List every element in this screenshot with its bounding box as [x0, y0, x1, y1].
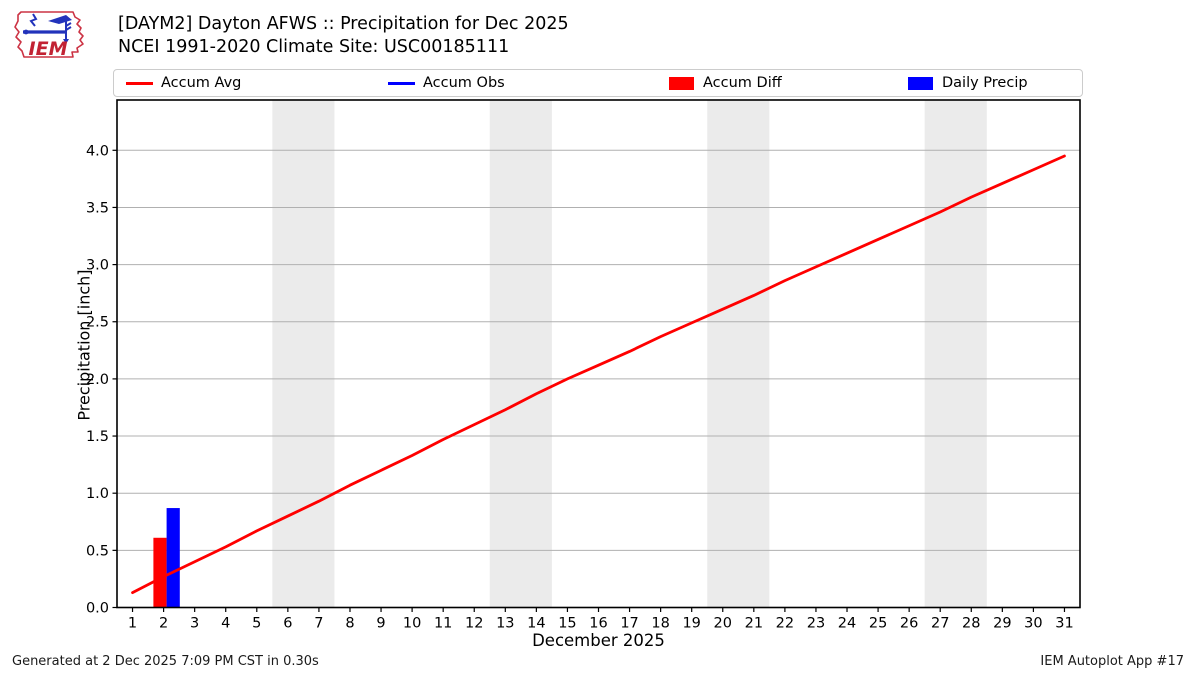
x-tick-label: 28 [962, 616, 980, 632]
weekend-band [272, 100, 335, 608]
x-tick-label: 30 [1024, 616, 1042, 632]
x-tick-label: 4 [221, 616, 230, 632]
daily-precip-bar [166, 508, 180, 608]
x-tick-label: 7 [314, 616, 323, 632]
y-tick-label: 0.5 [86, 543, 109, 559]
x-tick-label: 8 [345, 616, 354, 632]
x-tick-label: 17 [620, 616, 638, 632]
x-tick-label: 22 [776, 616, 794, 632]
x-axis-label: December 2025 [532, 631, 665, 650]
legend-label: Daily Precip [942, 75, 1028, 91]
weekend-band [489, 100, 552, 608]
x-tick-label: 25 [869, 616, 887, 632]
x-tick-label: 18 [651, 616, 669, 632]
iem-logo-text: IEM [29, 38, 68, 60]
legend-label: Accum Obs [423, 75, 505, 91]
x-tick-label: 12 [465, 616, 483, 632]
weekend-band [924, 100, 987, 608]
x-tick-label: 3 [190, 616, 199, 632]
x-tick-label: 29 [993, 616, 1011, 632]
legend-item-accum-avg: Accum Avg [126, 70, 241, 96]
app-credit: IEM Autoplot App #17 [1040, 654, 1184, 669]
legend-item-accum-obs: Accum Obs [388, 70, 505, 96]
title-block: [DAYM2] Dayton AFWS :: Precipitation for… [118, 13, 569, 59]
x-tick-label: 14 [527, 616, 545, 632]
page-subtitle: NCEI 1991-2020 Climate Site: USC00185111 [118, 37, 510, 57]
page-title: [DAYM2] Dayton AFWS :: Precipitation for… [118, 14, 569, 34]
legend-item-daily-precip: Daily Precip [908, 70, 1028, 96]
x-tick-label: 19 [682, 616, 700, 632]
x-tick-label: 26 [900, 616, 918, 632]
x-tick-label: 27 [931, 616, 949, 632]
y-tick-label: 0.0 [86, 601, 109, 617]
weather-vane-icon [23, 13, 72, 44]
accum-avg-line [131, 154, 1066, 595]
y-tick-label: 1.0 [86, 486, 109, 502]
iem-logo: IEM [14, 11, 84, 60]
x-tick-label: 24 [838, 616, 856, 632]
x-tick-label: 16 [589, 616, 607, 632]
x-tick-label: 2 [159, 616, 168, 632]
y-tick-label: 2.0 [86, 372, 109, 388]
x-tick-label: 20 [714, 616, 732, 632]
x-tick-label: 21 [745, 616, 763, 632]
accum-avg-line-swatch-icon [126, 81, 153, 85]
x-tick-label: 6 [283, 616, 292, 632]
x-tick-label: 15 [558, 616, 576, 632]
accum-diff-bar [153, 537, 167, 608]
generated-timestamp: Generated at 2 Dec 2025 7:09 PM CST in 0… [12, 654, 319, 669]
x-tick-label: 11 [434, 616, 452, 632]
legend: Accum Avg Accum Obs Accum Diff Daily Pre… [113, 69, 1083, 97]
x-tick-label: 1 [128, 616, 137, 632]
y-axis-label: Precipitation [inch] [74, 269, 94, 421]
x-tick-label: 5 [252, 616, 261, 632]
accum-diff-rect-swatch-icon [669, 76, 694, 90]
x-tick-label: 23 [807, 616, 825, 632]
legend-label: Accum Avg [161, 75, 242, 91]
y-tick-label: 2.5 [86, 315, 109, 331]
y-tick-label: 1.5 [86, 429, 109, 445]
x-tick-label: 9 [376, 616, 385, 632]
y-tick-label: 3.0 [86, 258, 109, 274]
legend-label: Accum Diff [703, 75, 782, 91]
x-tick-label: 31 [1055, 616, 1073, 632]
weekend-band [707, 100, 770, 608]
x-tick-label: 13 [496, 616, 514, 632]
x-tick-label: 10 [403, 616, 421, 632]
y-tick-label: 4.0 [86, 143, 109, 159]
y-tick-label: 3.5 [86, 200, 109, 216]
daily-precip-rect-swatch-icon [908, 76, 933, 90]
accum-obs-line-swatch-icon [388, 81, 415, 85]
legend-item-accum-diff: Accum Diff [669, 70, 782, 96]
